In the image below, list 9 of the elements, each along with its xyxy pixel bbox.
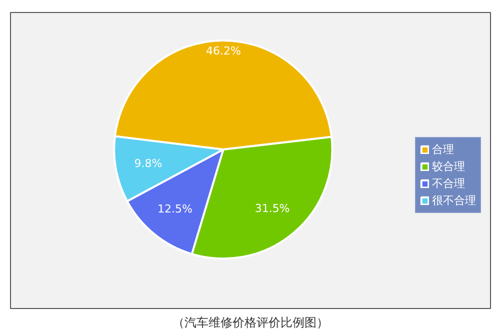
legend-label: 较合理 [432, 159, 465, 174]
data-label: 9.8% [134, 157, 162, 170]
legend-label: 很不合理 [432, 193, 476, 208]
data-label: 31.5% [254, 202, 290, 215]
data-label: 12.5% [157, 202, 192, 216]
legend-label: 不合理 [432, 176, 465, 191]
text: （汽车维修价格评价比例图） [172, 316, 328, 330]
data-label: 46.2% [206, 44, 241, 58]
legend-label: 合理 [432, 142, 454, 157]
